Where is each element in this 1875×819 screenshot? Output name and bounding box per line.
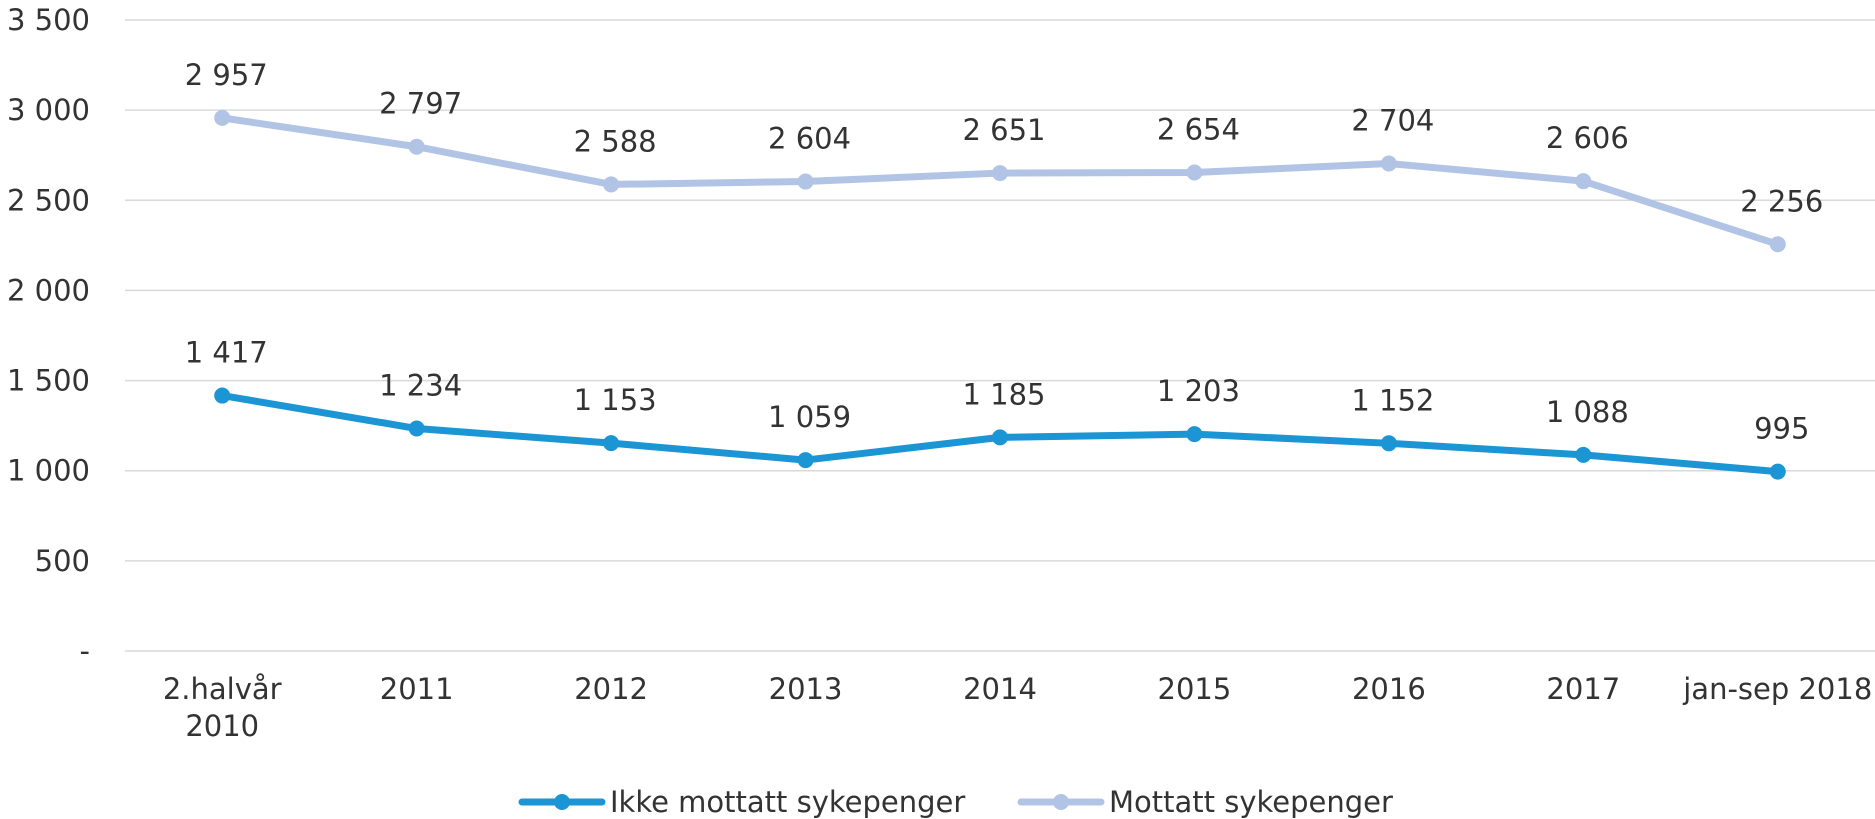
x-tick-label: 2014: [963, 672, 1037, 706]
data-point: [797, 452, 814, 469]
gridlines: [125, 19, 1875, 652]
data-point: [1769, 463, 1786, 480]
y-tick-label: 1 500: [7, 364, 90, 398]
data-label: 2 957: [185, 58, 268, 92]
series-lines: [214, 109, 1786, 480]
data-label: 2 606: [1546, 121, 1629, 155]
x-tick-label: 2017: [1546, 672, 1620, 706]
x-tick-label: 2013: [769, 672, 843, 706]
x-tick-label: 2011: [380, 672, 454, 706]
data-point: [408, 138, 425, 155]
y-tick-label: 2 000: [7, 273, 90, 307]
legend-label: Ikke mottatt sykepenger: [610, 785, 965, 819]
x-tick-label: 2016: [1352, 672, 1426, 706]
data-label: 995: [1754, 412, 1809, 446]
data-labels: 1 417 1 234 1 153 1 059 1 185 1 203 1 152 1 088…: [185, 58, 1824, 446]
x-axis-ticks: 2.halvår 2010 2011 2012 2013 2014 2015 2016 2017…: [163, 672, 1872, 743]
y-tick-label: 3 000: [7, 93, 90, 127]
data-label: 2 797: [379, 87, 462, 121]
data-point: [1575, 173, 1592, 190]
data-label: 2 654: [1157, 113, 1240, 147]
data-label: 1 088: [1546, 395, 1629, 429]
data-label: 1 152: [1351, 383, 1434, 417]
data-label: 1 059: [768, 400, 851, 434]
data-point: [992, 165, 1008, 182]
data-point: [214, 109, 231, 126]
data-point: [603, 435, 620, 452]
y-tick-label: 1 000: [7, 454, 90, 488]
data-label: 2 604: [768, 122, 851, 156]
y-tick-label: 500: [35, 544, 90, 578]
data-point: [992, 429, 1008, 446]
data-point: [408, 420, 425, 437]
data-point: [214, 387, 231, 404]
data-label: 1 203: [1157, 374, 1240, 408]
y-tick-label: 2 500: [7, 183, 90, 217]
legend-label: Mottatt sykepenger: [1109, 785, 1393, 819]
data-point: [1380, 435, 1397, 452]
legend-swatch-marker: [1053, 794, 1069, 810]
data-point: [1186, 164, 1203, 181]
data-point: [1575, 446, 1592, 463]
data-point: [797, 173, 814, 190]
data-label: 2 704: [1351, 104, 1434, 138]
data-label: 2 651: [962, 113, 1045, 147]
x-tick-label: 2.halvår 2010: [163, 672, 282, 743]
data-label: 2 588: [574, 124, 657, 158]
y-tick-label: 3 500: [7, 3, 90, 37]
data-label: 1 153: [574, 383, 657, 417]
data-label: 1 185: [962, 377, 1045, 411]
data-point: [1186, 426, 1203, 443]
data-point: [1380, 155, 1397, 172]
data-label: 1 417: [185, 336, 268, 370]
data-label: 1 234: [379, 369, 462, 403]
x-tick-label: 2015: [1158, 672, 1232, 706]
legend-swatch-marker: [554, 794, 570, 810]
data-point: [603, 176, 620, 193]
data-label: 2 256: [1740, 184, 1823, 218]
data-point: [1769, 236, 1786, 253]
y-tick-label: -: [80, 634, 90, 668]
x-tick-label: jan-sep 2018: [1682, 672, 1872, 706]
y-axis-ticks: - 500 1 000 1 500 2 000 2 500 3 000 3 500: [7, 3, 90, 668]
x-tick-label: 2012: [574, 672, 648, 706]
legend: Ikke mottatt sykepenger Mottatt sykepenge…: [518, 785, 1393, 819]
